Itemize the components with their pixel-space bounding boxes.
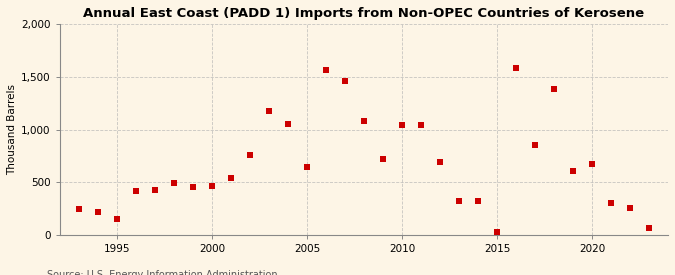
- Point: [435, 160, 446, 164]
- Point: [358, 119, 369, 123]
- Point: [530, 143, 541, 147]
- Point: [340, 79, 350, 83]
- Point: [416, 123, 427, 127]
- Text: Source: U.S. Energy Information Administration: Source: U.S. Energy Information Administ…: [47, 271, 278, 275]
- Point: [624, 206, 635, 211]
- Point: [302, 165, 313, 169]
- Point: [169, 181, 180, 186]
- Point: [282, 122, 293, 126]
- Point: [111, 217, 122, 221]
- Point: [568, 169, 578, 174]
- Point: [130, 189, 141, 193]
- Point: [587, 162, 597, 167]
- Y-axis label: Thousand Barrels: Thousand Barrels: [7, 84, 17, 175]
- Point: [377, 157, 388, 161]
- Point: [454, 199, 464, 204]
- Point: [510, 65, 521, 70]
- Point: [549, 87, 560, 91]
- Point: [396, 123, 407, 127]
- Point: [321, 68, 331, 72]
- Point: [207, 183, 217, 188]
- Point: [149, 188, 160, 192]
- Point: [244, 153, 255, 158]
- Point: [263, 109, 274, 113]
- Point: [74, 207, 84, 211]
- Point: [92, 210, 103, 214]
- Point: [188, 185, 198, 189]
- Point: [605, 200, 616, 205]
- Point: [491, 230, 502, 234]
- Point: [225, 176, 236, 180]
- Title: Annual East Coast (PADD 1) Imports from Non-OPEC Countries of Kerosene: Annual East Coast (PADD 1) Imports from …: [83, 7, 645, 20]
- Point: [644, 226, 655, 231]
- Point: [472, 199, 483, 204]
